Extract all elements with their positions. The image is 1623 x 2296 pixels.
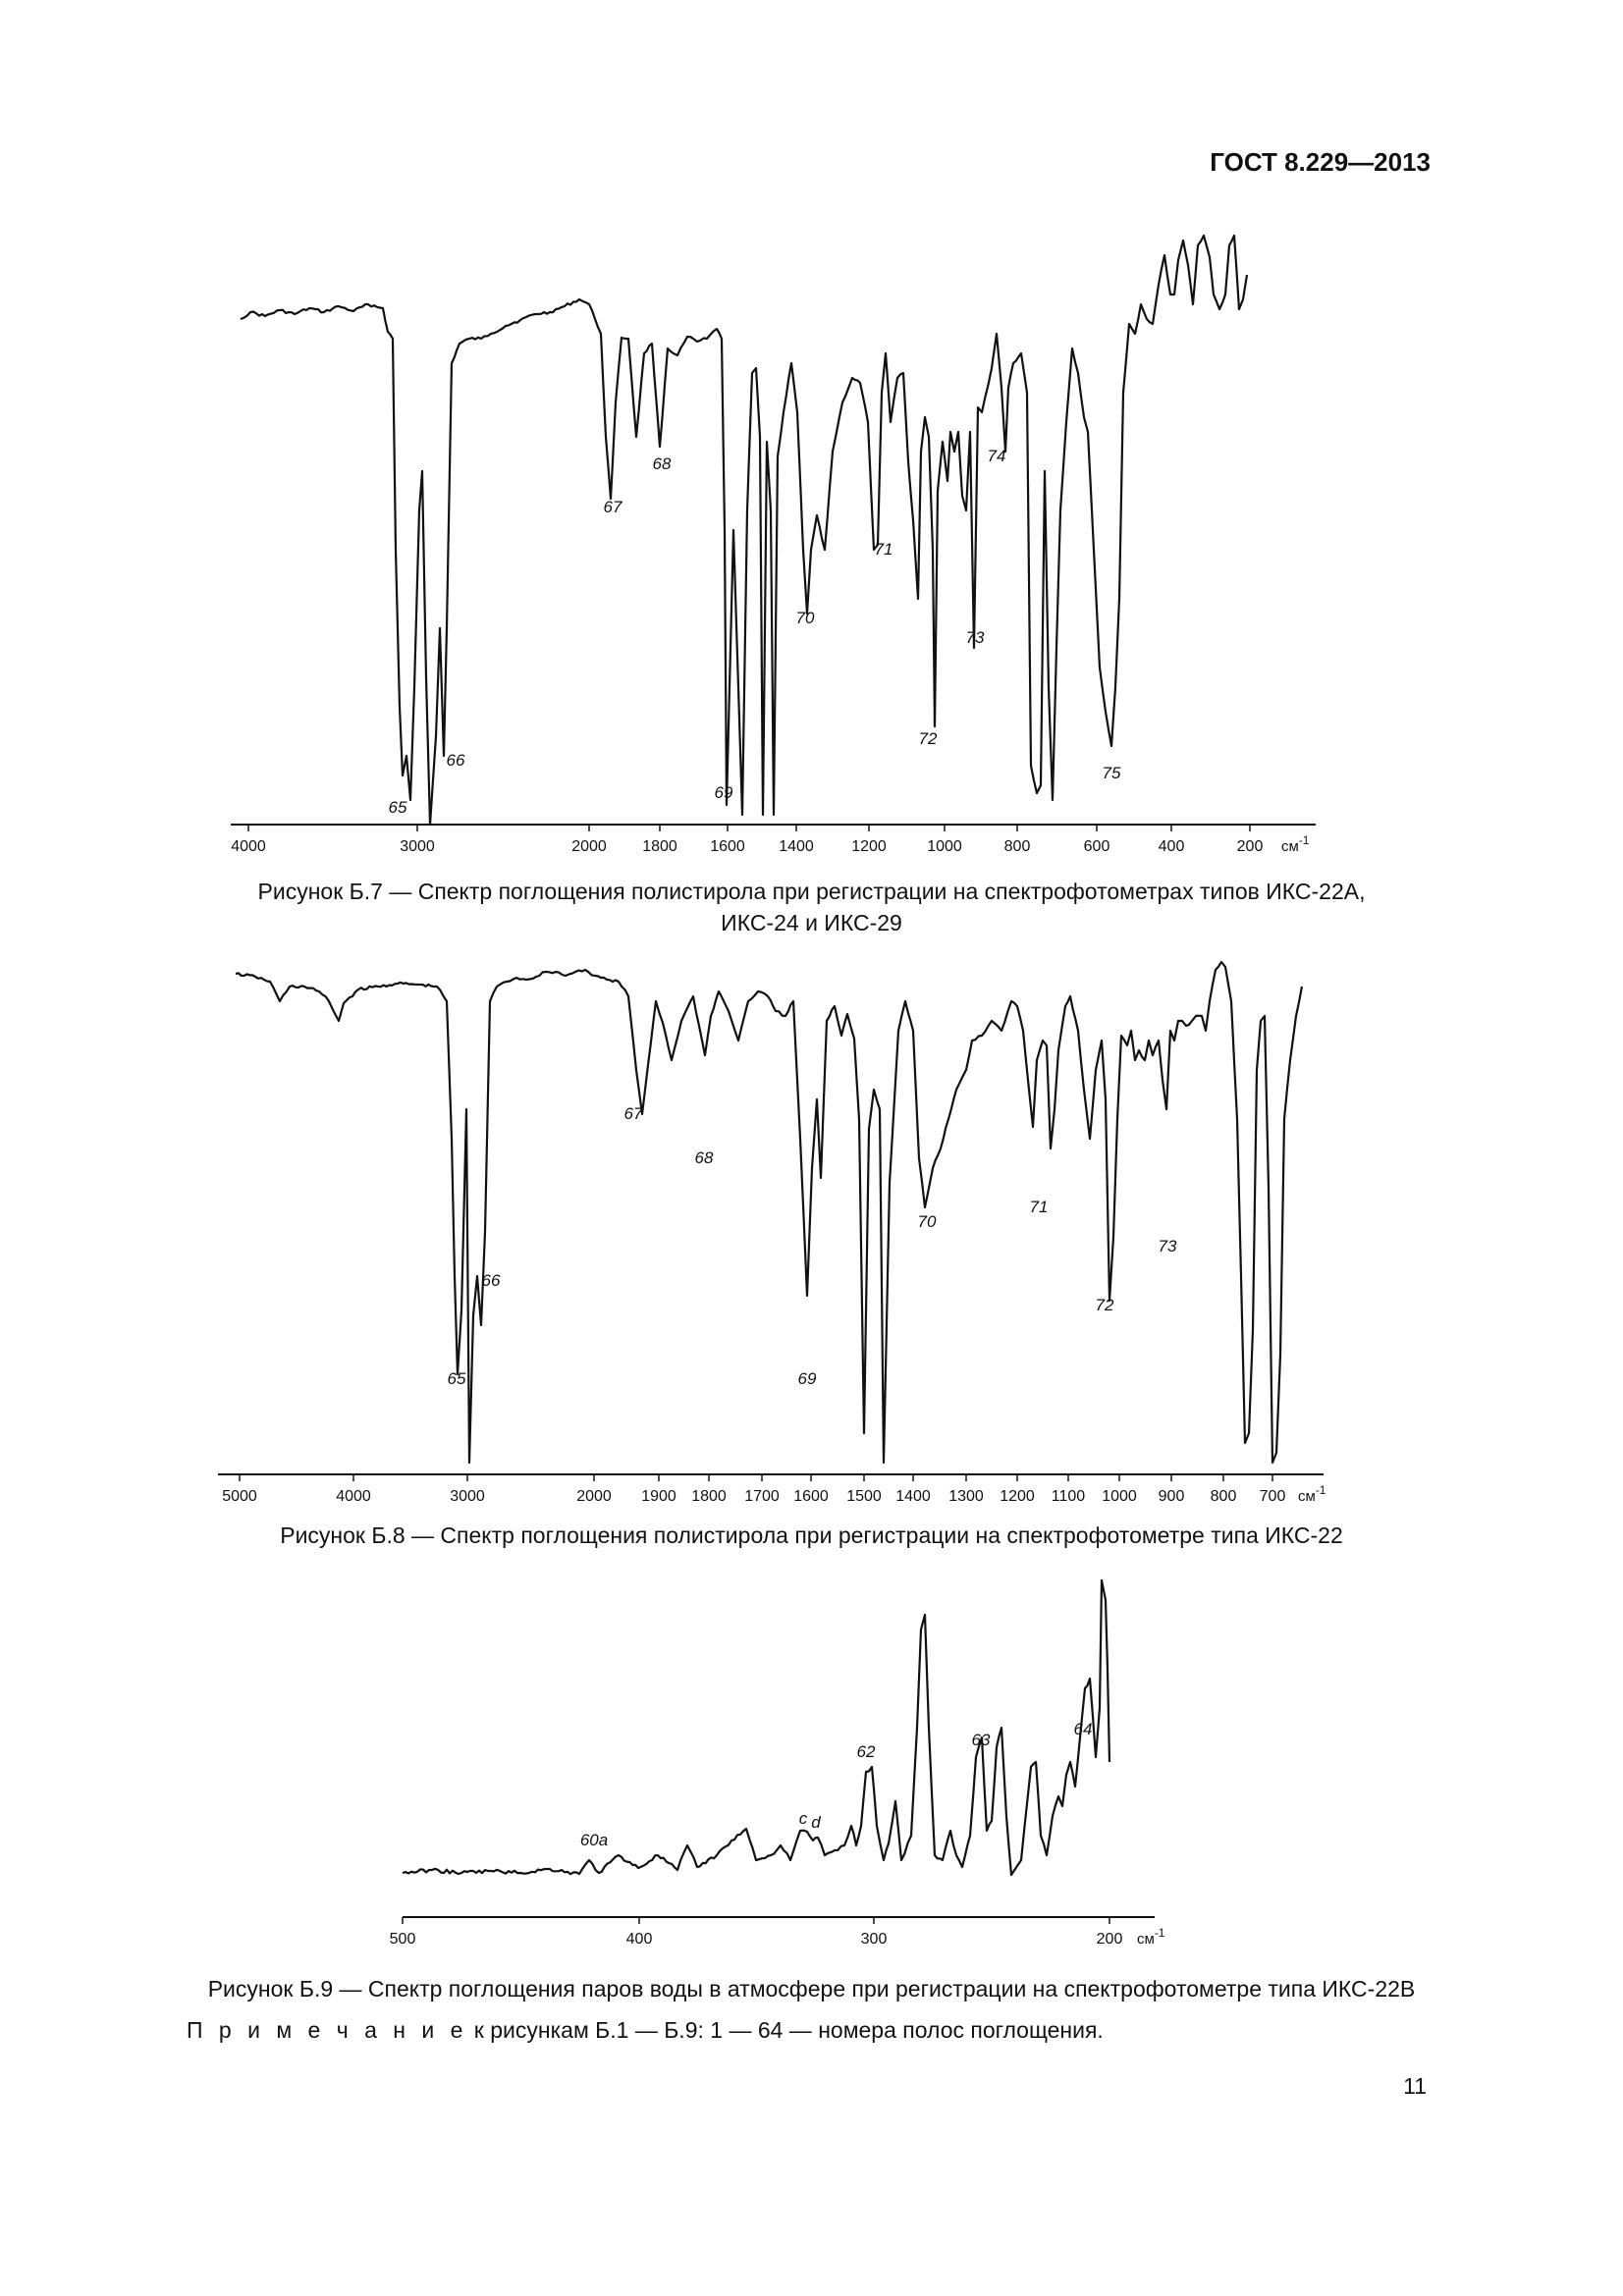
- x-tick-label: 1600: [710, 838, 745, 855]
- peak-label: 70: [918, 1212, 937, 1231]
- x-unit-label: см-1: [1298, 1483, 1326, 1505]
- x-unit-exponent: -1: [1316, 1483, 1326, 1497]
- x-tick-label: 700: [1260, 1488, 1286, 1505]
- peak-label: 73: [966, 628, 985, 647]
- peak-label: 66: [447, 751, 465, 770]
- x-tick-label: 1800: [691, 1488, 727, 1505]
- peak-label: 75: [1103, 764, 1121, 782]
- figure-b7-caption: Рисунок Б.7 — Спектр поглощения полистир…: [0, 876, 1623, 938]
- figure-b8-chart: 5000 4000 3000 2000 1900 1800 1700 1600 1500 1400…: [0, 942, 1623, 1522]
- peak-label: 64: [1074, 1720, 1093, 1738]
- x-tick-label: 3000: [400, 838, 435, 855]
- peak-label: 71: [1030, 1198, 1049, 1216]
- peak-label: 69: [798, 1369, 817, 1388]
- x-tick-label: 300: [861, 1931, 888, 1948]
- peak-label: 65: [448, 1369, 466, 1388]
- x-tick-label: 200: [1237, 838, 1264, 855]
- note-text: к рисункам Б.1 — Б.9: 1 — 64 — номера по…: [467, 2017, 1104, 2043]
- figure-b7-svg: 4000 3000 2000 1800 1600 1400 1200 1000 800 600 40…: [231, 234, 1316, 855]
- x-tick-label: 1300: [948, 1488, 984, 1505]
- x-tick-label: 1000: [927, 838, 962, 855]
- x-tick-label: 2000: [576, 1488, 612, 1505]
- note-prefix: П р и м е ч а н и е: [187, 2017, 468, 2043]
- x-tick-label: 1900: [641, 1488, 676, 1505]
- x-tick-label: 1400: [779, 838, 814, 855]
- peak-label: 65: [389, 798, 407, 817]
- x-unit-label: см-1: [1281, 833, 1310, 855]
- peak-label: 70: [796, 609, 815, 627]
- peak-label: 74: [988, 447, 1006, 465]
- peak-label: 62: [857, 1742, 876, 1761]
- peak-label: 66: [482, 1271, 501, 1290]
- figure-b9-chart: 500 400 300 200 см-1 60a c d 62 63 64: [0, 1561, 1623, 1953]
- spectrum-trace: [235, 960, 1304, 1465]
- figure-b8-svg: 5000 4000 3000 2000 1900 1800 1700 1600 1500 1400…: [218, 960, 1326, 1505]
- peak-label: 60a: [580, 1831, 608, 1849]
- x-unit-label: см-1: [1137, 1926, 1165, 1948]
- spectrum-trace: [240, 234, 1249, 827]
- peak-label: 69: [715, 783, 733, 802]
- peak-labels: 65 66 67 68 69 70 71 72 73 74 75: [389, 447, 1121, 817]
- x-tick-label: 3000: [450, 1488, 485, 1505]
- x-tick-label: 1800: [642, 838, 677, 855]
- x-tick-label: 800: [1211, 1488, 1237, 1505]
- x-tick-label: 1200: [1000, 1488, 1035, 1505]
- x-unit-exponent: -1: [1155, 1926, 1165, 1940]
- spectrum-trace: [402, 1578, 1111, 1877]
- figure-b7-caption-line-1: Рисунок Б.7 — Спектр поглощения полистир…: [257, 879, 1366, 904]
- x-tick-label: 1000: [1102, 1488, 1137, 1505]
- x-tick-label: 5000: [222, 1488, 257, 1505]
- x-tick-label: 2000: [571, 838, 607, 855]
- figure-b7-caption-line-2: ИКС-24 и ИКС-29: [721, 910, 902, 935]
- figure-b9-caption-line-1: Рисунок Б.9 — Спектр поглощения паров во…: [207, 1976, 1416, 2002]
- peak-label: 73: [1159, 1237, 1177, 1255]
- figures-note: П р и м е ч а н и е к рисункам Б.1 — Б.9…: [187, 2017, 1104, 2044]
- figure-b9-svg: 500 400 300 200 см-1 60a c d 62 63 64: [390, 1578, 1165, 1948]
- peak-label: d: [811, 1813, 821, 1832]
- x-tick-label: 1100: [1052, 1488, 1086, 1505]
- x-tick-label: 1200: [851, 838, 887, 855]
- x-tick-label: 900: [1159, 1488, 1185, 1505]
- x-axis: 4000 3000 2000 1800 1600 1400 1200 1000 800 600 40…: [231, 824, 1316, 855]
- x-tick-label: 1500: [846, 1488, 882, 1505]
- peak-label: c: [799, 1809, 808, 1828]
- figure-b7-chart: 4000 3000 2000 1800 1600 1400 1200 1000 800 600 40…: [0, 0, 1623, 874]
- peak-labels: 65 66 67 68 69 70 71 72 73: [448, 1104, 1177, 1388]
- peak-label: 68: [653, 454, 672, 473]
- peak-label: 67: [604, 498, 622, 516]
- x-tick-label: 400: [1159, 838, 1185, 855]
- figure-b9-caption: Рисунок Б.9 — Спектр поглощения паров во…: [0, 1973, 1623, 2004]
- peak-label: 63: [972, 1731, 991, 1749]
- peak-label: 72: [919, 729, 938, 748]
- peak-label: 71: [875, 540, 893, 559]
- page-number: 11: [1403, 2073, 1427, 2099]
- x-tick-label: 500: [390, 1931, 416, 1948]
- peak-label: 68: [695, 1148, 714, 1167]
- x-unit-exponent: -1: [1299, 833, 1310, 847]
- figure-b8-caption: Рисунок Б.8 — Спектр поглощения полистир…: [0, 1520, 1623, 1551]
- peak-label: 67: [624, 1104, 643, 1123]
- x-axis: 5000 4000 3000 2000 1900 1800 1700 1600 1500 1400…: [218, 1473, 1326, 1505]
- x-tick-label: 600: [1084, 838, 1110, 855]
- x-tick-label: 800: [1004, 838, 1031, 855]
- peak-labels: 60a c d 62 63 64: [580, 1720, 1093, 1849]
- standard-header: ГОСТ 8.229—2013: [1210, 147, 1431, 177]
- x-tick-label: 1600: [793, 1488, 829, 1505]
- x-tick-label: 400: [626, 1931, 653, 1948]
- x-tick-label: 1400: [895, 1488, 931, 1505]
- x-tick-label: 4000: [336, 1488, 371, 1505]
- x-tick-label: 1700: [744, 1488, 780, 1505]
- peak-label: 72: [1096, 1296, 1114, 1314]
- x-tick-label: 200: [1097, 1931, 1123, 1948]
- x-axis: 500 400 300 200 см-1: [390, 1916, 1165, 1948]
- x-tick-label: 4000: [231, 838, 266, 855]
- figure-b8-caption-line-1: Рисунок Б.8 — Спектр поглощения полистир…: [280, 1522, 1343, 1548]
